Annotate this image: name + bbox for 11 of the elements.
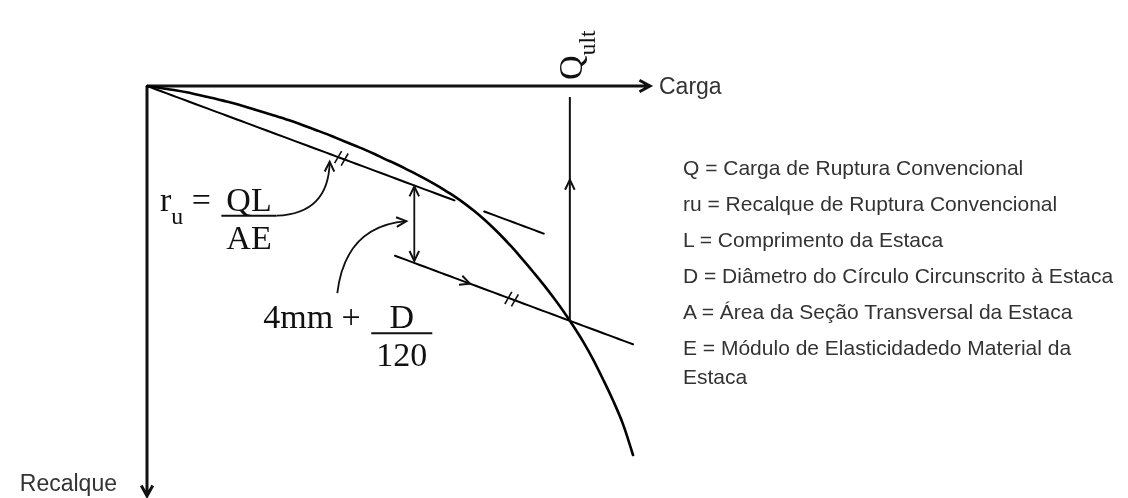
annotation: AE	[226, 218, 272, 256]
text: E = Módulo de Elasticidadedo Material da Estaca	[683, 336, 1072, 388]
y-axis-title: Recalque	[19, 470, 117, 496]
text: L = Comprimento da Estaca	[683, 228, 944, 251]
text: D = Diâmetro do Círculo Circunscrito à Estaca	[683, 264, 1114, 287]
annotation: 4mm + D	[263, 298, 415, 336]
annotation: 120	[376, 336, 428, 374]
text: A = Área da Seção Transversal da Estaca	[683, 300, 1073, 323]
text: ru = Recalque de Ruptura Convencional	[683, 192, 1058, 215]
x-axis-title: Carga	[659, 73, 722, 99]
text: Q = Carga de Ruptura Convencional	[683, 156, 1024, 179]
